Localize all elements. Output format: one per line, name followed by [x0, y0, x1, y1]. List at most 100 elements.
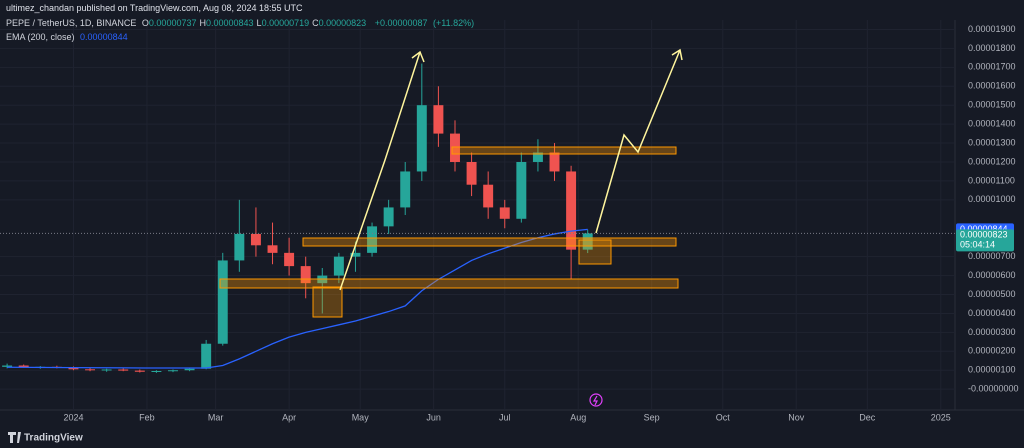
- candle-body: [2, 365, 13, 367]
- candle-body: [333, 256, 344, 276]
- candle-body: [68, 367, 79, 370]
- candle-body: [250, 233, 261, 246]
- y-tick-label: 0.00000200: [968, 346, 1016, 356]
- candle-body: [466, 161, 477, 185]
- y-tick-label: 0.00000300: [968, 327, 1016, 337]
- candle-body: [18, 365, 29, 368]
- change-percent: (+11.82%): [433, 18, 475, 28]
- y-tick-label: 0.00001500: [968, 100, 1016, 110]
- candle-body: [566, 171, 577, 250]
- candle-body: [400, 171, 411, 208]
- ohlc-key: L: [256, 18, 262, 28]
- publisher-line: ultimez_chandan published on TradingView…: [6, 3, 303, 13]
- ohlc-value: 0.00000823: [318, 18, 367, 28]
- y-tick-label: 0.00000400: [968, 308, 1016, 318]
- projection-path: [595, 49, 681, 234]
- candle-body: [118, 369, 129, 371]
- candle-body: [168, 370, 178, 372]
- event-icon[interactable]: [589, 393, 603, 407]
- y-tick-label: 0.00000600: [968, 270, 1016, 280]
- ohlc-value: 0.00000719: [261, 18, 310, 28]
- y-tick-label: 0.00001000: [968, 194, 1016, 204]
- x-tick-label: Apr: [282, 412, 296, 422]
- candle-body: [267, 245, 278, 253]
- candle-body: [284, 252, 295, 267]
- projection-path: [339, 51, 421, 291]
- y-tick-label: 0.00001400: [968, 119, 1016, 129]
- y-tick-label: 0.00001200: [968, 156, 1016, 166]
- candle-body: [532, 152, 543, 162]
- candle-body: [416, 105, 427, 172]
- ema-line: EMA (200, close) 0.00000844: [6, 32, 131, 42]
- ema-badge-label: 0.00000844: [960, 224, 1008, 234]
- candle-body: [483, 184, 494, 208]
- x-tick-label: Dec: [859, 412, 876, 422]
- candle-body: [433, 105, 444, 134]
- ohlc-key: H: [199, 18, 206, 28]
- x-tick-label: Nov: [788, 412, 805, 422]
- candle-body: [516, 161, 527, 219]
- countdown: 05:04:14: [960, 240, 995, 250]
- accumulation-box: [312, 286, 343, 318]
- arrow-head: [671, 48, 683, 61]
- support-zone: [219, 278, 679, 289]
- ema-line: [7, 228, 588, 369]
- annotations: [219, 48, 683, 407]
- arrow-head: [411, 50, 425, 63]
- ohlc-value: 0.00000843: [205, 18, 254, 28]
- y-tick-label: 0.00000700: [968, 251, 1016, 261]
- ohlc-legend: O0.00000737 H0.00000843 L0.00000719 C0.0000…: [142, 18, 369, 28]
- candle-body: [201, 343, 212, 369]
- candle-body: [367, 226, 378, 253]
- ohlc-key: O: [141, 18, 149, 28]
- price-badge-label: 0.00000823: [960, 230, 1008, 240]
- candle-body: [134, 370, 145, 372]
- y-tick-label: 0.00000100: [968, 365, 1016, 375]
- y-tick-label: 0.00000500: [968, 289, 1016, 299]
- candle-body: [350, 252, 361, 257]
- x-tick-label: Oct: [716, 412, 731, 422]
- change: +0.00000087: [374, 18, 428, 28]
- price-axis-bg: [955, 20, 1024, 412]
- y-tick-label: 0.00001900: [968, 24, 1016, 34]
- x-tick-label: Sep: [644, 412, 660, 422]
- y-tick-label: 0.00001300: [968, 137, 1016, 147]
- candle-body: [85, 369, 96, 371]
- ema-value: 0.00000844: [80, 32, 128, 42]
- resistance-zone: [451, 146, 677, 155]
- x-tick-label: Mar: [208, 412, 224, 422]
- candle-body: [184, 368, 195, 371]
- x-tick-label: Aug: [570, 412, 586, 422]
- candle-body: [217, 260, 228, 344]
- symbol-line: PEPE / TetherUS, 1D, BINANCE O0.00000737…: [6, 18, 477, 28]
- y-tick-label: 0.00001700: [968, 62, 1016, 72]
- price-badge: [956, 229, 1014, 252]
- y-tick-label: 0.00001600: [968, 81, 1016, 91]
- candle-body: [101, 369, 112, 371]
- y-tick-label: 0.00001800: [968, 43, 1016, 53]
- candle-body: [499, 207, 510, 219]
- brand-name: TradingView: [24, 433, 83, 444]
- plot-area: [0, 20, 955, 410]
- y-tick-label: -0.00000000: [968, 384, 1019, 394]
- ohlc-value: 0.00000737: [148, 18, 197, 28]
- candle-body: [549, 152, 560, 172]
- x-tick-label: May: [352, 412, 370, 422]
- ema-name: EMA (200, close): [6, 32, 75, 42]
- candle-body: [383, 207, 394, 227]
- brand-logo: [8, 432, 21, 443]
- x-tick-label: 2024: [63, 412, 83, 422]
- event-bolt: [592, 395, 598, 406]
- y-tick-label: 0.00001100: [968, 175, 1015, 185]
- x-tick-label: Jun: [426, 412, 441, 422]
- candle-body: [582, 233, 593, 250]
- candle-body: [234, 233, 245, 261]
- candle-body: [450, 133, 460, 162]
- candle-body: [151, 371, 162, 372]
- x-tick-label: Feb: [139, 412, 155, 422]
- x-tick-label: Jul: [499, 412, 511, 422]
- candle-body: [300, 266, 311, 284]
- symbol: PEPE / TetherUS, 1D, BINANCE: [6, 18, 137, 28]
